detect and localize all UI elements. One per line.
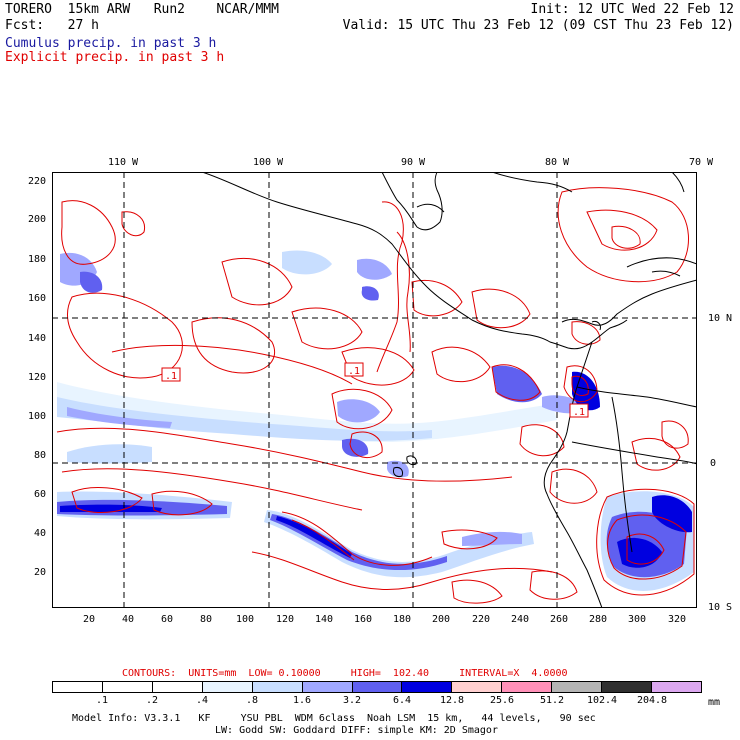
contour-labels: .1 .1 .1: [161, 362, 589, 418]
x-tick-label: 200: [431, 614, 451, 625]
color-scale-cell: [102, 682, 153, 692]
x-tick-label: 300: [627, 614, 647, 625]
color-scale-cell: [53, 682, 103, 692]
color-scale-label: 6.4: [392, 695, 412, 706]
color-scale-label: 3.2: [342, 695, 362, 706]
color-scale-cell: [402, 682, 453, 692]
scale-unit: mm: [708, 697, 721, 708]
lon-label-100w: 100 W: [252, 157, 284, 168]
color-scale-label: 51.2: [539, 695, 565, 706]
x-tick-label: 320: [667, 614, 687, 625]
coastlines: [201, 172, 697, 608]
contour-label: .1: [165, 371, 177, 382]
field-cumulus-label: Cumulus precip. in past 3 h: [5, 36, 217, 51]
x-tick-label: 20: [82, 614, 96, 625]
lon-label-70w: 70 W: [688, 157, 714, 168]
x-tick-label: 80: [199, 614, 213, 625]
lon-label-80w: 80 W: [544, 157, 570, 168]
y-tick-label: 40: [33, 528, 46, 539]
color-scale-bar: [52, 681, 702, 693]
x-tick-label: 160: [353, 614, 373, 625]
contour-label-box: [569, 403, 589, 418]
graticule: [52, 172, 697, 608]
color-scale-label: 102.4: [586, 695, 618, 706]
y-tick-label: 220: [27, 176, 46, 187]
color-scale-label: .8: [245, 695, 259, 706]
color-scale-label: 25.6: [489, 695, 515, 706]
x-tick-label: 280: [588, 614, 608, 625]
color-scale-label: .1: [95, 695, 109, 706]
color-scale-labels: .1 .2 .4 .8 1.6 3.2 6.4 12.8 25.6 51.2 102.4 204.8: [52, 695, 702, 706]
color-scale-cell: [352, 682, 403, 692]
y-tick-label: 100: [27, 411, 46, 422]
contour-label-box: [344, 362, 364, 377]
y-tick-label: 60: [33, 489, 46, 500]
color-scale-cell: [602, 682, 653, 692]
field-explicit-label: Explicit precip. in past 3 h: [5, 50, 225, 65]
y-tick-label: 200: [27, 214, 46, 225]
y-tick-label: 180: [27, 254, 46, 265]
color-scale-label: 12.8: [439, 695, 465, 706]
lon-label-90w: 90 W: [400, 157, 426, 168]
y-tick-label: 120: [27, 372, 46, 383]
y-tick-label: 140: [27, 333, 46, 344]
precip-map: .1 .1 .1: [52, 172, 697, 608]
color-scale-cell: [252, 682, 303, 692]
color-scale-cell: [302, 682, 353, 692]
x-tick-label: 100: [235, 614, 255, 625]
x-tick-label: 220: [471, 614, 491, 625]
color-scale-cell: [202, 682, 253, 692]
color-scale-label: .4: [195, 695, 209, 706]
color-scale-cell: [152, 682, 203, 692]
lat-label-10s: 10 S: [708, 602, 733, 613]
init-time: Init: 12 UTC Wed 22 Feb 12: [530, 2, 735, 17]
color-scale-cell: [652, 682, 701, 692]
map-background: [52, 172, 697, 608]
color-scale-cell: [502, 682, 553, 692]
y-tick-label: 160: [27, 293, 46, 304]
lon-label-110w: 110 W: [107, 157, 139, 168]
x-tick-label: 60: [160, 614, 174, 625]
x-tick-label: 40: [121, 614, 135, 625]
x-tick-label: 260: [549, 614, 569, 625]
x-tick-label: 240: [510, 614, 530, 625]
contour-info: CONTOURS: UNITS=mm LOW= 0.10000 HIGH= 10…: [122, 668, 568, 679]
explicit-precip-contours: [56, 187, 695, 604]
contour-label: .1: [348, 366, 360, 377]
x-tick-label: 140: [314, 614, 334, 625]
color-scale-cell: [452, 682, 503, 692]
x-tick-label: 120: [275, 614, 295, 625]
model-title: TORERO 15km ARW Run2 NCAR/MMM: [5, 2, 279, 17]
valid-time: Valid: 15 UTC Thu 23 Feb 12 (09 CST Thu …: [342, 18, 734, 33]
contour-label-box: [161, 367, 181, 382]
color-scale-cell: [552, 682, 603, 692]
cumulus-precip-areas: [57, 250, 694, 591]
y-tick-label: 20: [33, 567, 46, 578]
color-scale-label: 204.8: [636, 695, 668, 706]
model-info: Model Info: V3.3.1 KF YSU PBL WDM 6class…: [72, 713, 596, 724]
lat-label-0: 0: [710, 458, 717, 469]
map-frame: [52, 172, 697, 608]
lat-label-10n: 10 N: [708, 313, 733, 324]
forecast-hour: Fcst: 27 h: [5, 18, 99, 33]
contour-label: .1: [573, 407, 585, 418]
model-info-physics: LW: Godd SW: Goddard DIFF: simple KM: 2D…: [215, 725, 498, 736]
y-tick-label: 80: [33, 450, 46, 461]
color-scale-label: 1.6: [292, 695, 312, 706]
color-scale-label: .2: [145, 695, 159, 706]
x-tick-label: 180: [392, 614, 412, 625]
